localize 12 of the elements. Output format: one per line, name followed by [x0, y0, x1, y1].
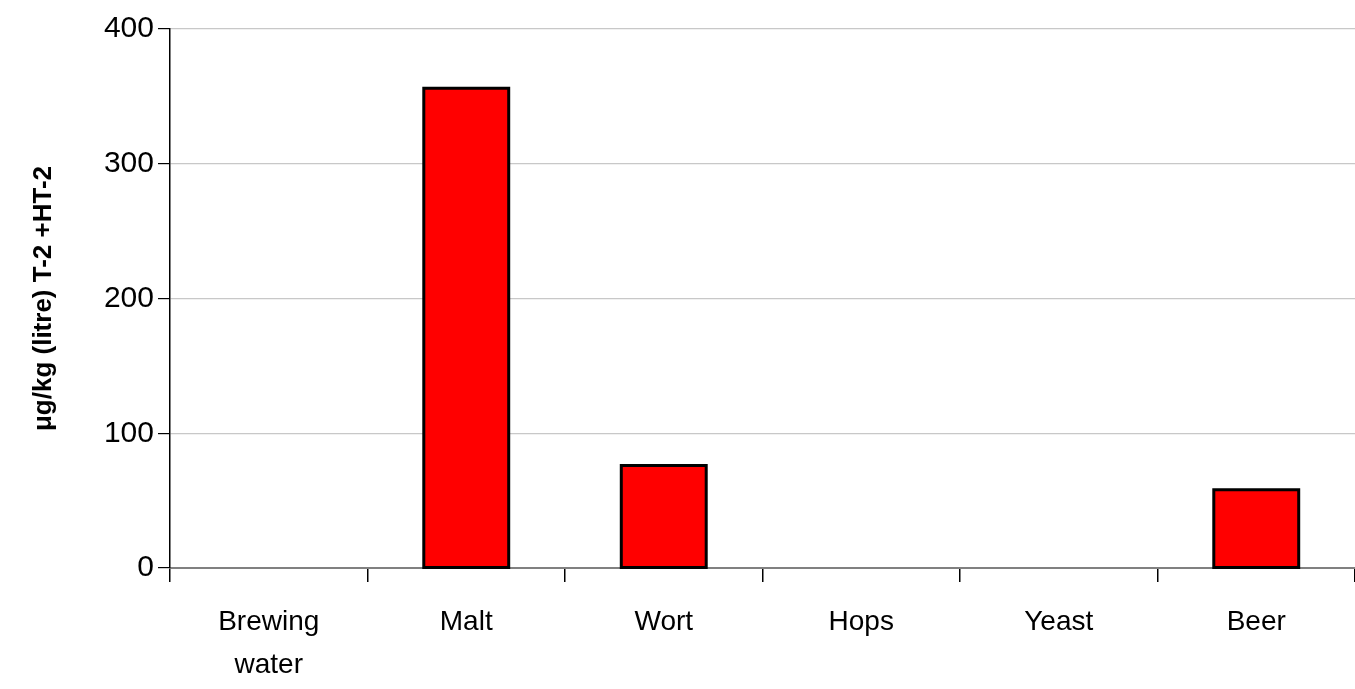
y-tick-label: 0: [137, 549, 154, 583]
y-axis-title: μg/kg (litre) T-2 +HT-2: [26, 165, 57, 432]
y-tick-label: 100: [103, 414, 154, 448]
x-tick-label: Brewing water: [218, 605, 320, 680]
x-tick-label: Malt: [439, 605, 493, 637]
y-tick-label: 400: [103, 10, 154, 44]
x-tick-label: Yeast: [1024, 605, 1094, 637]
x-tick-label: Beer: [1226, 605, 1286, 637]
x-tick-label: Hops: [828, 605, 894, 637]
y-tick-label: 300: [103, 145, 154, 179]
y-tick-label: 200: [103, 279, 154, 313]
x-tick-label: Wort: [634, 605, 694, 637]
